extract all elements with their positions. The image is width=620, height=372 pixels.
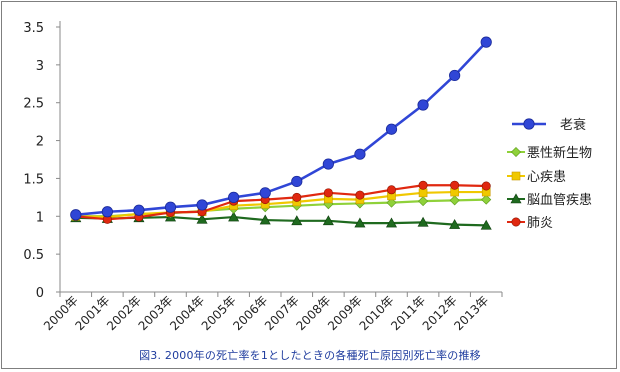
y-tick-label: 2 xyxy=(36,135,44,150)
data-point xyxy=(228,211,240,222)
data-point xyxy=(386,185,396,195)
data-point xyxy=(228,191,240,203)
x-tick-label: 2005年 xyxy=(199,293,239,333)
legend-label: 脳血管疾患 xyxy=(527,193,592,208)
legend-item: 肺炎 xyxy=(507,216,553,231)
x-tick-label: 2012年 xyxy=(420,293,460,333)
y-tick-label: 0.5 xyxy=(23,248,44,263)
series-line xyxy=(75,184,487,221)
legend-marker xyxy=(510,146,522,158)
data-point xyxy=(385,123,398,135)
y-tick-label: 0 xyxy=(36,286,44,301)
data-point xyxy=(449,69,461,82)
data-point xyxy=(323,188,333,198)
data-point xyxy=(259,187,271,199)
x-tick-label: 2010年 xyxy=(357,293,397,333)
x-tick-label: 2007年 xyxy=(262,293,302,333)
series-line xyxy=(75,215,487,227)
legend-item: 悪性新生物 xyxy=(507,145,592,161)
data-point xyxy=(291,175,303,188)
data-point xyxy=(164,201,177,213)
data-point xyxy=(385,217,398,228)
legend-label: 悪性新生物 xyxy=(527,145,592,161)
legend-label: 肺炎 xyxy=(527,216,553,231)
data-point xyxy=(449,195,460,206)
x-tick-label: 2001年 xyxy=(72,293,112,333)
x-tick-label: 2009年 xyxy=(325,293,365,333)
legend-marker xyxy=(511,217,521,227)
data-point xyxy=(417,216,429,227)
data-point xyxy=(480,36,492,48)
x-tick-label: 2013年 xyxy=(451,293,491,333)
data-point xyxy=(355,190,365,200)
x-tick-label: 2008年 xyxy=(293,293,333,333)
data-point xyxy=(481,194,492,205)
y-tick-label: 3 xyxy=(36,59,44,74)
data-point xyxy=(480,219,492,230)
data-point xyxy=(196,199,208,211)
y-tick-label: 1 xyxy=(36,210,44,225)
series-0 xyxy=(70,36,492,221)
axes: 0 0.5 1 1.5 2 2.5 3 3.5 2000年2001年2002年2003年2004… xyxy=(23,21,503,333)
legend-marker xyxy=(523,118,535,130)
legend-marker xyxy=(510,193,522,204)
data-point xyxy=(322,158,334,170)
data-point xyxy=(449,218,461,229)
data-point xyxy=(418,196,429,207)
x-tick-label: 2011年 xyxy=(388,293,428,333)
y-tick-label: 3.5 xyxy=(23,21,44,36)
legend-item: 老衰 xyxy=(512,117,586,133)
y-tick-label: 2.5 xyxy=(23,97,44,112)
x-tick-label: 2002年 xyxy=(104,293,144,333)
data-point xyxy=(450,180,460,190)
legend-label: 老衰 xyxy=(560,117,586,133)
x-tick-label: 2006年 xyxy=(230,293,270,333)
data-point xyxy=(133,204,145,216)
data-point xyxy=(70,209,82,221)
data-point xyxy=(291,215,303,226)
legend-marker xyxy=(511,171,521,181)
data-point xyxy=(481,181,491,191)
data-point xyxy=(354,148,366,160)
series-layer xyxy=(70,36,492,230)
legend-item: 脳血管疾患 xyxy=(507,193,592,208)
data-point xyxy=(292,192,302,202)
data-point xyxy=(418,180,428,190)
data-point xyxy=(418,188,428,198)
y-tick-label: 1.5 xyxy=(23,172,44,187)
data-point xyxy=(259,214,271,225)
x-tick-label: 2003年 xyxy=(136,293,176,333)
series-line xyxy=(75,190,487,219)
data-point xyxy=(322,215,334,226)
data-point xyxy=(196,213,208,224)
legend-item: 心疾患 xyxy=(507,170,566,185)
x-tick-label: 2000年 xyxy=(41,293,81,333)
data-point xyxy=(101,206,113,218)
legend-label: 心疾患 xyxy=(527,170,566,185)
figure-caption: 図3. 2000年の死亡率を1としたときの各種死亡原因別死亡率の推移 xyxy=(139,349,481,362)
data-point xyxy=(354,217,366,228)
x-tick-label: 2004年 xyxy=(167,293,207,333)
data-point xyxy=(386,197,397,208)
data-point xyxy=(417,99,429,111)
